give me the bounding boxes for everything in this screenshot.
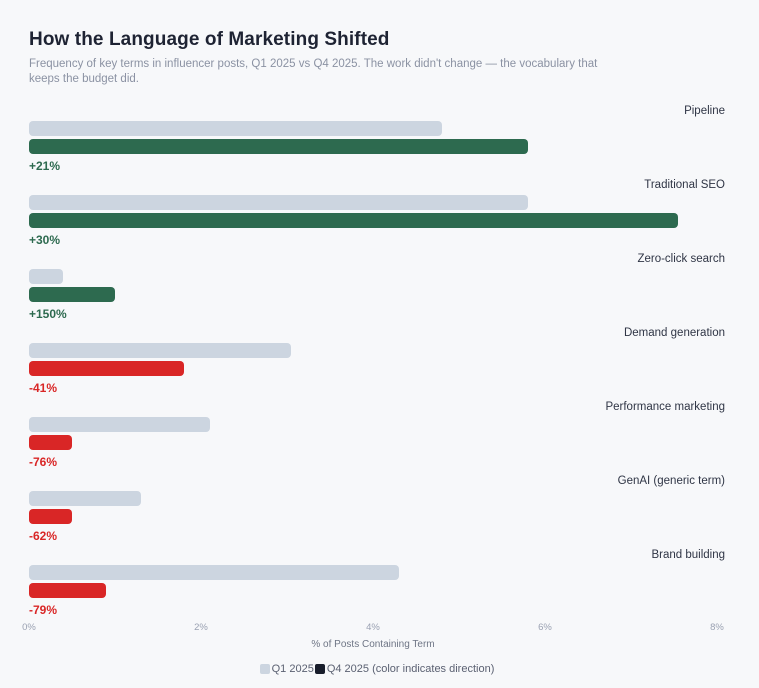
term-group: Performance marketing -76% [29,400,725,469]
legend-q1-swatch [259,664,270,674]
q4-bar [29,435,72,450]
category-label: Traditional SEO [644,179,725,191]
term-group: GenAI (generic term) -62% [29,474,725,543]
change-label: -76% [29,455,58,469]
q1-bar [29,195,528,210]
q4-bar [29,213,679,228]
term-group: Brand building -79% [29,548,725,617]
bar-chart: Pipeline +21% Traditional SEO +30% Zero-… [29,104,725,617]
bar-pair [29,195,717,228]
category-label: GenAI (generic term) [617,475,725,487]
q1-bar [29,491,141,506]
q4-bar [29,583,107,598]
term-group: Demand generation -41% [29,326,725,395]
q1-bar [29,269,64,284]
legend-item-q4: Q4 2025 (color indicates direction) [314,663,495,675]
bar-pair [29,417,717,450]
category-label: Pipeline [684,105,725,117]
q4-bar [29,509,72,524]
x-axis-tick: 8% [710,622,724,633]
x-axis-tick: 0% [22,622,36,633]
x-axis-tick: 2% [194,622,208,633]
bar-pair [29,565,717,598]
category-label: Zero-click search [637,253,725,265]
change-label: -79% [29,603,58,617]
legend-q4-swatch [314,664,325,674]
term-group: Pipeline +21% [29,104,725,173]
chart-subtitle: Frequency of key terms in influencer pos… [29,58,598,85]
q1-bar [29,121,442,136]
bar-pair [29,491,717,524]
x-axis: 0% 2% 4% 6% 8% [22,622,724,634]
category-label: Brand building [651,549,725,561]
q4-bar [29,361,184,376]
category-label: Demand generation [623,327,725,339]
chart-title: How the Language of Marketing Shifted [29,29,390,50]
change-label: -41% [29,381,58,395]
x-axis-title: % of Posts Containing Term [311,639,435,650]
term-group: Zero-click search +150% [29,252,725,321]
change-label: -62% [29,529,58,543]
x-axis-tick: 6% [538,622,552,633]
bar-pair [29,343,717,376]
bar-pair [29,121,717,154]
bar-pair [29,269,717,302]
change-label: +30% [29,233,61,247]
q4-bar [29,287,115,302]
change-label: +21% [29,159,61,173]
legend-q4-label: Q4 2025 (color indicates direction) [326,663,495,675]
change-label: +150% [29,307,67,321]
legend-item-q1: Q1 2025 [259,663,314,675]
q1-bar [29,565,399,580]
category-label: Performance marketing [605,401,725,413]
q4-bar [29,139,528,154]
q1-bar [29,343,292,358]
legend-q1-label: Q1 2025 [271,663,314,675]
term-group: Traditional SEO +30% [29,178,725,247]
q1-bar [29,417,210,432]
x-axis-tick: 4% [366,622,380,633]
legend: Q1 2025 Q4 2025 (color indicates directi… [29,663,725,675]
